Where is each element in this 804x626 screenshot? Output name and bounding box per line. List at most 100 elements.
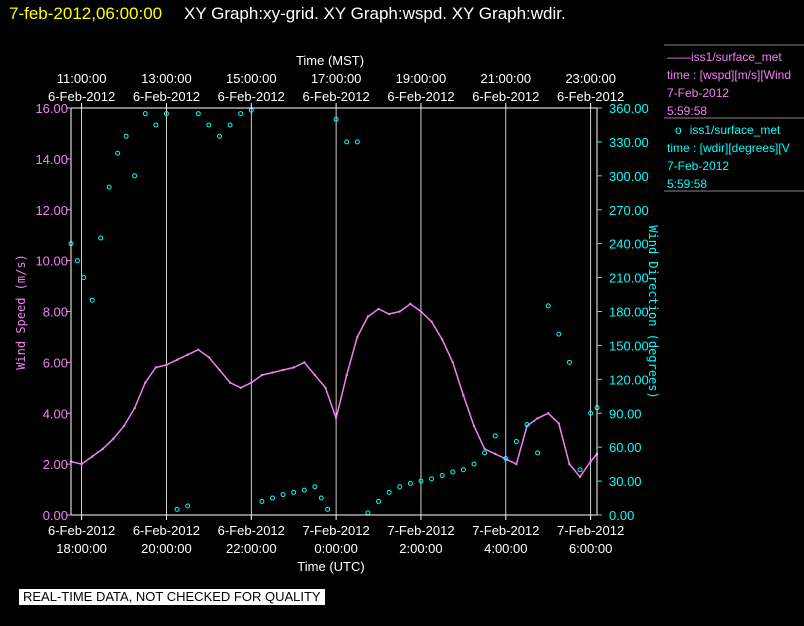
wspd-point (398, 310, 401, 313)
wspd-point (154, 366, 158, 369)
wdir-point (556, 331, 562, 337)
wdir-point (439, 472, 445, 478)
wspd-point (133, 406, 136, 410)
wdir-point (269, 495, 275, 501)
wdir-point (185, 503, 191, 509)
wdir-point (259, 498, 265, 504)
right-axis-label: Wind Direction (degrees) (646, 225, 660, 398)
legend-wdir-date: 7-Feb-2012 (667, 159, 729, 173)
bottom-tick-date: 7-Feb-2012 (557, 523, 624, 538)
wdir-point (227, 122, 233, 128)
top-tick-time: 19:00:00 (396, 71, 447, 86)
wdir-point (577, 467, 583, 473)
wdir-point (333, 116, 339, 122)
legend-wdir-time: 5:59:58 (667, 177, 707, 191)
header-graphs: XY Graph:xy-grid. XY Graph:wspd. XY Grap… (184, 4, 566, 23)
left-axis-label: Wind Speed (m/s) (14, 254, 28, 370)
wspd-point (472, 424, 476, 428)
right-tick-label: 360.00 (609, 101, 649, 116)
wdir-point (153, 122, 159, 128)
wspd-point (144, 381, 147, 384)
left-tick-label: 2.00 (43, 457, 68, 472)
wdir-point (471, 461, 477, 467)
wdir-point (354, 139, 360, 145)
wdir-point (132, 173, 138, 179)
wspd-series (69, 302, 599, 479)
wspd-point (207, 356, 211, 359)
right-tick-label: 0.00 (609, 508, 634, 523)
bottom-axis-label: Time (UTC) (297, 559, 364, 574)
top-tick-date: 6-Feb-2012 (557, 89, 624, 104)
wspd-point (409, 302, 412, 306)
legend-wspd-name: ——iss1/surface_met (667, 50, 782, 64)
wspd-point (239, 386, 242, 390)
wspd-point (366, 315, 370, 318)
legend-wspd-time: 5:59:58 (667, 104, 707, 118)
left-tick-label: 8.00 (43, 305, 68, 320)
wspd-point (547, 412, 550, 415)
wspd-point (250, 381, 253, 384)
wspd-point (451, 361, 454, 364)
wdir-point (524, 422, 530, 428)
right-tick-label: 90.00 (609, 406, 642, 421)
top-tick-time: 13:00:00 (141, 71, 192, 86)
header-timestamp: 7-feb-2012,06:00:00 (9, 4, 162, 23)
wdir-point (397, 484, 403, 490)
right-axis-ticks: 0.00 30.00 60.00 90.00 120.00 150.00 180.00 210… (597, 101, 649, 523)
wspd-point (589, 460, 592, 463)
left-tick-label: 14.00 (35, 152, 68, 167)
wspd-point (175, 358, 179, 362)
top-tick-time: 17:00:00 (311, 71, 362, 86)
wspd-point (387, 312, 391, 316)
left-tick-label: 0.00 (43, 508, 68, 523)
wdir-point (98, 235, 104, 241)
wspd-point (334, 417, 338, 420)
wspd-point (197, 348, 200, 351)
grid (81, 108, 592, 515)
top-tick-time: 15:00:00 (226, 71, 277, 86)
bottom-tick-date: 6-Feb-2012 (48, 523, 115, 538)
wspd-point (440, 338, 444, 341)
wspd-point (430, 320, 433, 323)
wdir-point (503, 455, 509, 461)
right-tick-label: 180.00 (609, 305, 649, 320)
right-tick-label: 30.00 (609, 474, 642, 489)
wspd-point (218, 368, 221, 372)
bottom-tick-date: 7-Feb-2012 (472, 523, 539, 538)
legend-wspd-date: 7-Feb-2012 (667, 86, 729, 100)
wdir-point (206, 122, 212, 128)
wspd-point (557, 422, 561, 425)
wspd-point (345, 373, 348, 377)
legend-wdir-name: o iss1/surface_met (675, 123, 781, 137)
wspd-point (356, 335, 359, 339)
quality-notice: REAL-TIME DATA, NOT CHECKED FOR QUALITY (19, 589, 325, 605)
wspd-point (91, 455, 94, 458)
wdir-point (174, 506, 180, 512)
wspd-point (324, 386, 327, 390)
right-tick-label: 270.00 (609, 203, 649, 218)
bottom-tick-time: 6:00:00 (569, 541, 612, 556)
wspd-point (281, 368, 285, 372)
wdir-point (301, 487, 307, 493)
legend-wspd-field: time : [wspd][m/s][Wind (667, 68, 791, 82)
bottom-axis-ticks: 6-Feb-2012 18:00:00 6-Feb-2012 20:00:00 6-Fe… (48, 515, 624, 556)
bottom-tick-date: 7-Feb-2012 (387, 523, 454, 538)
top-tick-date: 6-Feb-2012 (218, 89, 285, 104)
wdir-point (344, 139, 350, 145)
left-tick-label: 4.00 (43, 406, 68, 421)
wdir-point (386, 489, 392, 495)
left-tick-label: 12.00 (35, 203, 68, 218)
wspd-point (462, 394, 465, 397)
top-tick-time: 23:00:00 (565, 71, 616, 86)
wspd-point (515, 462, 518, 466)
wdir-point (312, 484, 318, 490)
top-axis-ticks: 11:00:00 6-Feb-2012 13:00:00 6-Feb-2012 15:0… (48, 71, 624, 108)
wspd-point (80, 462, 83, 466)
wdir-point (216, 133, 222, 139)
wspd-point (186, 353, 189, 356)
wspd-point (504, 457, 507, 461)
wspd-point (165, 363, 168, 367)
left-tick-label: 6.00 (43, 355, 68, 370)
wdir-point (123, 133, 129, 139)
wdir-point (163, 111, 169, 117)
